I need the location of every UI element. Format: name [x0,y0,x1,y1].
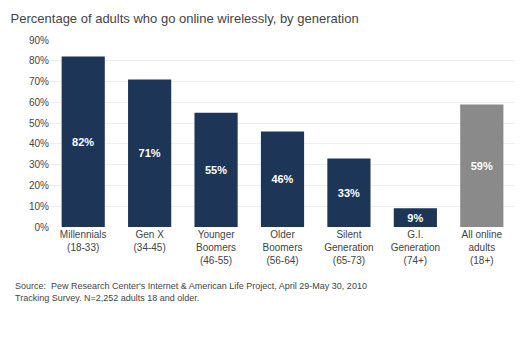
svg-text:80%: 80% [29,55,49,66]
svg-text:30%: 30% [29,159,49,170]
svg-text:G.I.Generation(74+): G.I.Generation(74+) [391,229,440,266]
svg-text:33%: 33% [338,187,360,199]
svg-text:60%: 60% [29,97,49,108]
svg-text:Millennials(18-33): Millennials(18-33) [60,229,107,253]
svg-text:59%: 59% [471,160,493,172]
svg-text:Source: Pew Research Center's: Source: Pew Research Center's Internet &… [15,281,367,303]
svg-text:YoungerBoomers(46-55): YoungerBoomers(46-55) [196,229,236,266]
svg-text:40%: 40% [29,138,49,149]
svg-text:82%: 82% [72,136,94,148]
svg-text:71%: 71% [139,147,161,159]
svg-text:SilentGeneration(65-73): SilentGeneration(65-73) [324,229,373,266]
svg-text:OlderBoomers(56-64): OlderBoomers(56-64) [262,229,302,266]
svg-text:50%: 50% [29,118,49,129]
svg-text:90%: 90% [29,35,49,46]
svg-text:10%: 10% [29,201,49,212]
svg-text:Percentage of adults who go on: Percentage of adults who go online wirel… [11,11,359,26]
svg-text:70%: 70% [29,76,49,87]
svg-text:55%: 55% [205,164,227,176]
svg-text:0%: 0% [35,222,50,233]
svg-text:Gen X(34-45): Gen X(34-45) [134,229,166,253]
svg-text:All onlineadults(18+): All onlineadults(18+) [461,229,502,266]
svg-text:46%: 46% [271,173,293,185]
svg-text:20%: 20% [29,180,49,191]
svg-text:9%: 9% [407,212,423,224]
